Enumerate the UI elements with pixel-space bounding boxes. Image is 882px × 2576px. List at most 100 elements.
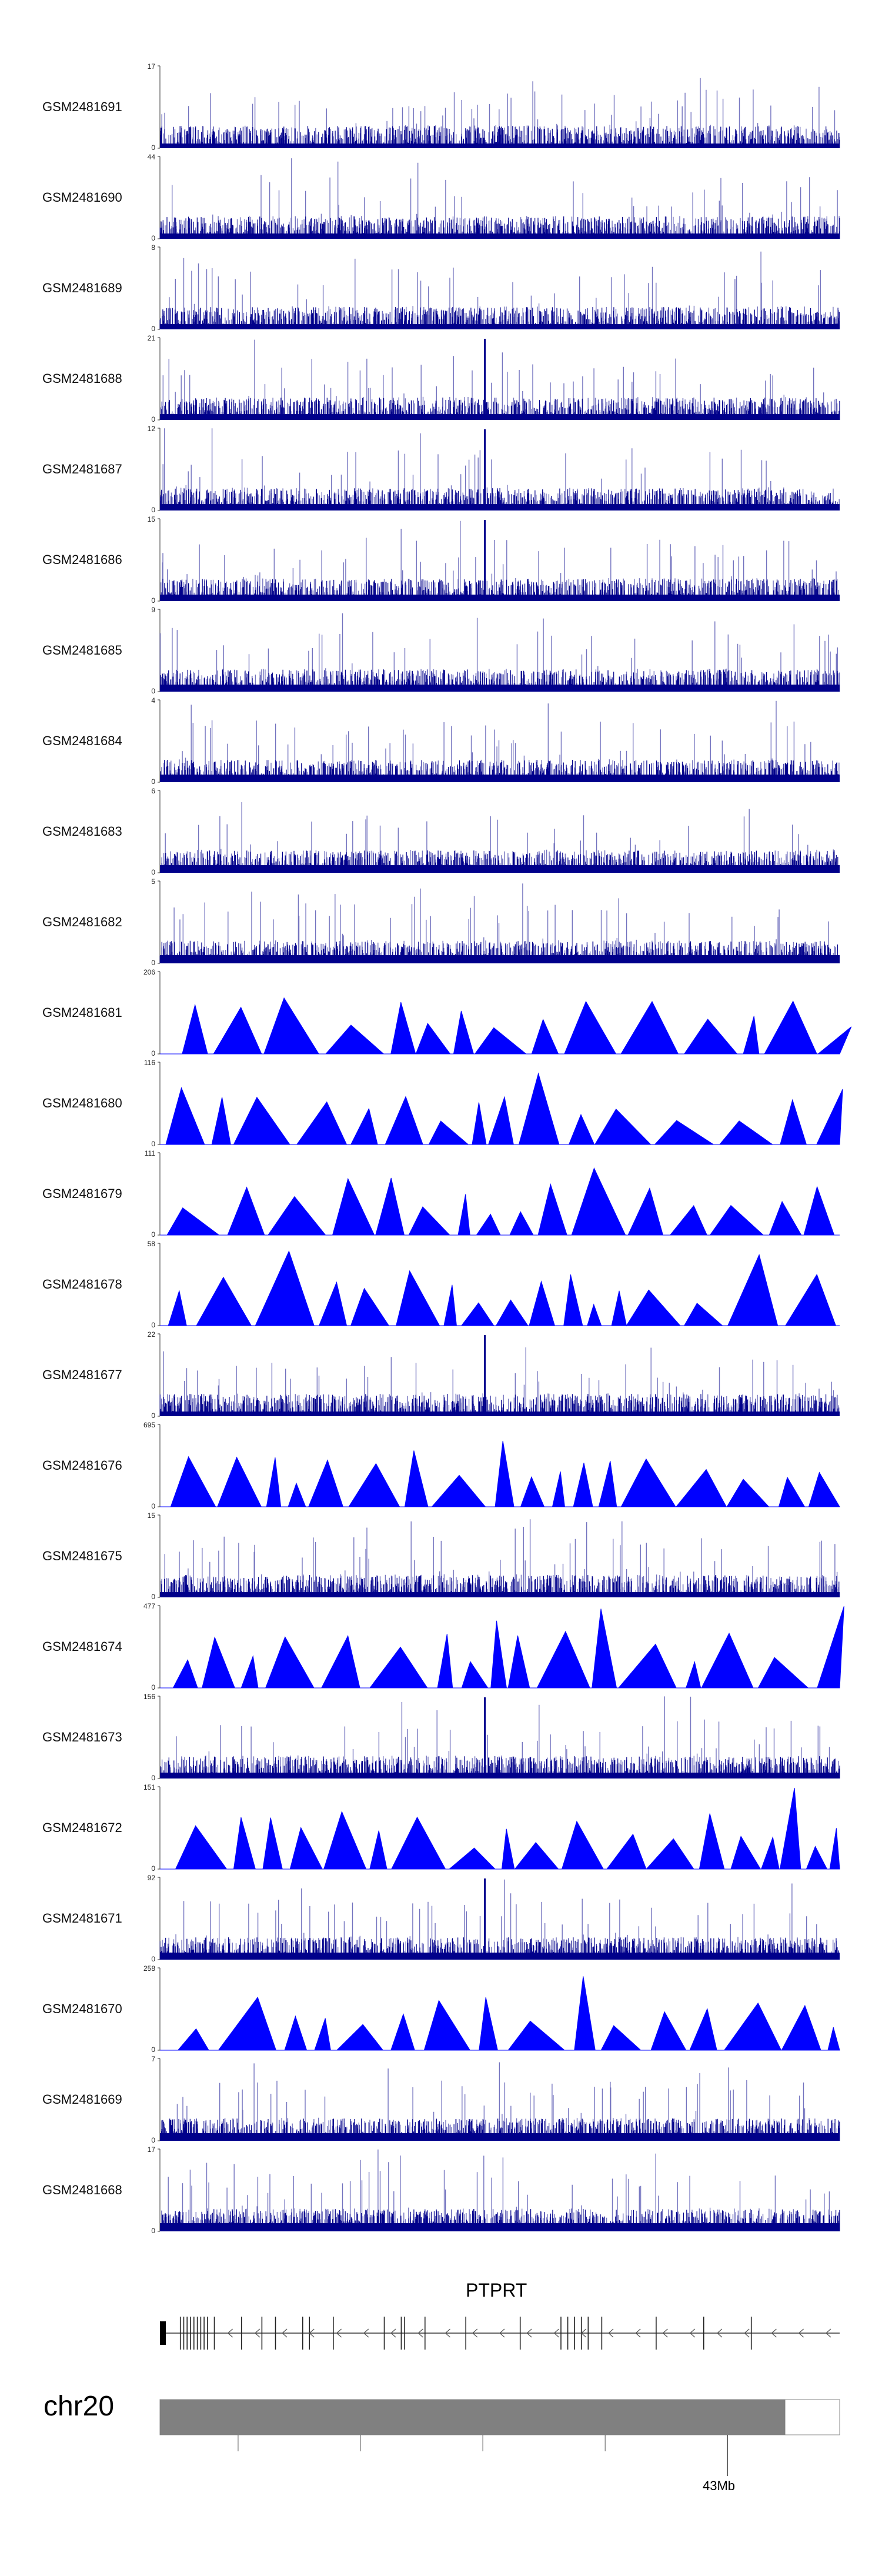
signal-bars-dense	[160, 760, 838, 782]
signal-bars-dense	[161, 941, 838, 963]
y-axis-min-label: 0	[151, 959, 155, 967]
track-label: GSM2481680	[42, 1096, 122, 1110]
gene-exons	[179, 2317, 752, 2350]
track-label: GSM2481672	[42, 1820, 122, 1835]
baseline-band	[160, 233, 840, 239]
track-GSM2481681	[158, 971, 852, 1055]
track-GSM2481672	[158, 1786, 840, 1870]
y-axis-min-label: 0	[151, 234, 155, 242]
y-axis-max-label: 44	[147, 153, 155, 161]
track-label: GSM2481684	[42, 733, 122, 748]
signal-bars-dense	[160, 126, 840, 148]
coverage-triangles	[160, 1976, 840, 2051]
coverage-triangles	[160, 1787, 840, 1870]
signal-bars-dense	[161, 398, 840, 420]
y-axis-max-label: 111	[144, 1149, 155, 1157]
track-label: GSM2481673	[42, 1730, 122, 1744]
y-axis-max-label: 92	[147, 1874, 155, 1882]
y-axis-max-label: 151	[143, 1783, 155, 1791]
track-label: GSM2481691	[42, 99, 122, 114]
gene-track	[160, 2317, 840, 2350]
strand-arrows	[227, 2328, 831, 2338]
coverage-triangles	[160, 1250, 840, 1327]
signal-bars-dense	[162, 2209, 840, 2231]
track-GSM2481682	[158, 880, 840, 964]
y-axis-max-label: 15	[147, 1511, 155, 1520]
coverage-triangles	[160, 1072, 843, 1145]
y-axis-max-label: 21	[147, 334, 155, 342]
track-GSM2481686	[158, 518, 840, 602]
track-label: GSM2481677	[42, 1367, 122, 1382]
y-axis-min-label: 0	[151, 415, 155, 423]
track-GSM2481670	[158, 1967, 840, 2051]
track-label: GSM2481690	[42, 190, 122, 205]
y-axis-min-label: 0	[151, 778, 155, 786]
gene-name: PTPRT	[466, 2280, 527, 2301]
track-GSM2481671	[158, 1877, 840, 1960]
y-axis-min-label: 0	[151, 2046, 155, 2054]
y-axis-min-label: 0	[151, 506, 155, 514]
gene-exon-block	[160, 2321, 166, 2345]
track-label: GSM2481678	[42, 1277, 122, 1292]
y-axis-max-label: 477	[143, 1602, 155, 1610]
y-axis-min-label: 0	[151, 1683, 155, 1691]
track-label: GSM2481668	[42, 2183, 122, 2197]
y-axis-max-label: 58	[147, 1240, 155, 1248]
y-axis-min-label: 0	[151, 1955, 155, 1963]
y-axis-max-label: 15	[147, 515, 155, 523]
y-axis-min-label: 0	[151, 596, 155, 605]
track-GSM2481689	[158, 246, 840, 330]
y-axis-max-label: 5	[151, 877, 155, 886]
y-axis-max-label: 12	[147, 425, 155, 433]
track-label: GSM2481687	[42, 462, 122, 476]
y-axis-min-label: 0	[151, 687, 155, 695]
chromosome-ideogram	[159, 2399, 840, 2476]
signal-bars-dense	[159, 307, 840, 329]
signal-bars	[159, 1879, 839, 1960]
y-axis-min-label: 0	[151, 2136, 155, 2144]
track-label: GSM2481679	[42, 1186, 122, 1201]
y-axis-min-label: 0	[151, 868, 155, 876]
y-axis-min-label: 0	[151, 144, 155, 152]
track-GSM2481690	[158, 156, 840, 239]
track-label: GSM2481669	[42, 2092, 122, 2107]
track-GSM2481669	[158, 2058, 840, 2141]
track-GSM2481676	[158, 1424, 840, 1507]
y-axis-max-label: 258	[143, 1964, 155, 1973]
ideogram-band	[160, 2400, 786, 2435]
signal-bars	[160, 1347, 839, 1416]
y-axis-min-label: 0	[151, 1049, 155, 1057]
chromosome-label: chr20	[44, 2391, 115, 2422]
track-GSM2481674	[158, 1605, 844, 1689]
track-GSM2481679	[158, 1152, 840, 1236]
track-GSM2481673	[158, 1696, 840, 1779]
y-axis-max-label: 116	[143, 1059, 155, 1067]
track-label: GSM2481689	[42, 281, 122, 295]
y-axis-max-label: 17	[147, 62, 155, 71]
y-axis-min-label: 0	[151, 1321, 155, 1329]
baseline-band	[160, 955, 840, 963]
signal-bars-dense	[161, 579, 837, 601]
y-axis-max-label: 8	[151, 243, 155, 252]
signal-bars	[160, 802, 840, 873]
track-label: GSM2481683	[42, 824, 122, 839]
signal-bars-dense	[159, 216, 840, 239]
y-axis-min-label: 0	[151, 1502, 155, 1510]
signal-bars-dense	[161, 850, 839, 873]
y-axis-min-label: 0	[151, 325, 155, 333]
y-axis-max-label: 4	[151, 696, 155, 705]
track-GSM2481668	[158, 2148, 840, 2232]
y-axis-min-label: 0	[151, 1774, 155, 1782]
signal-bars-dense	[161, 1575, 840, 1597]
track-label: GSM2481670	[42, 2001, 122, 2016]
baseline-band	[160, 414, 840, 420]
signal-bars-dense	[160, 1937, 839, 1960]
y-axis-min-label: 0	[151, 2227, 155, 2235]
track-GSM2481683	[158, 790, 840, 873]
signal-bars	[160, 2062, 839, 2141]
track-GSM2481684	[158, 699, 840, 783]
y-axis-min-label: 0	[151, 1140, 155, 1148]
track-label: GSM2481681	[42, 1005, 122, 1020]
y-axis-max-label: 695	[143, 1421, 155, 1429]
